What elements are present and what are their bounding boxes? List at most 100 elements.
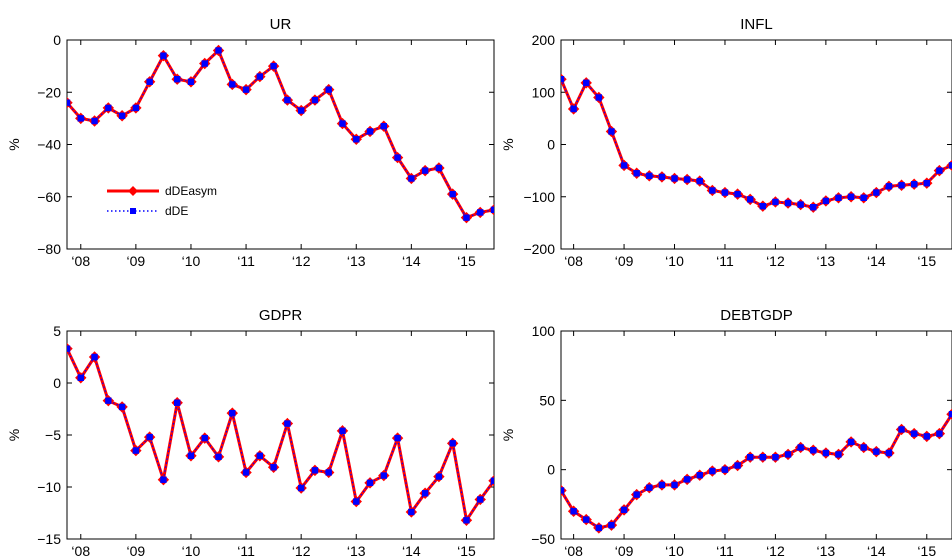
x-tick-label: ‘10 bbox=[182, 543, 201, 559]
data-point bbox=[683, 476, 691, 483]
data-point bbox=[948, 162, 952, 169]
plot-series bbox=[67, 342, 494, 526]
data-point bbox=[215, 47, 222, 54]
x-tick-label: ‘13 bbox=[817, 543, 836, 559]
data-point bbox=[394, 154, 401, 161]
series-dde bbox=[561, 411, 952, 532]
data-point bbox=[242, 86, 250, 93]
data-point bbox=[463, 517, 470, 524]
x-tick-label: ‘09 bbox=[127, 253, 146, 269]
data-point bbox=[860, 194, 867, 201]
x-tick-label: ‘10 bbox=[182, 253, 201, 269]
data-point bbox=[77, 374, 84, 381]
x-tick-label: ‘15 bbox=[457, 253, 476, 269]
data-point bbox=[146, 433, 153, 441]
y-axis-label: % bbox=[6, 138, 22, 150]
data-point bbox=[898, 426, 905, 433]
data-point bbox=[734, 462, 741, 469]
chart-panel-gdpr: GDPR% 5 0 −5 −10 −15 ‘08 ‘09 ‘10 ‘11 ‘12 ‘13 ‘14 ‘15 bbox=[6, 307, 495, 559]
plot-area bbox=[560, 330, 952, 540]
data-point bbox=[570, 508, 577, 515]
data-point bbox=[297, 107, 305, 114]
x-tick-label: ‘11 bbox=[716, 543, 734, 559]
data-point bbox=[835, 194, 842, 201]
y-tick-label: −40 bbox=[37, 137, 61, 153]
data-point bbox=[772, 453, 779, 461]
y-tick-label: −20 bbox=[37, 84, 61, 100]
series-dde bbox=[67, 345, 494, 524]
data-point bbox=[709, 187, 716, 194]
data-point bbox=[885, 183, 893, 190]
data-point bbox=[936, 430, 943, 437]
x-tick-label: ‘12 bbox=[292, 543, 311, 559]
x-tick-label: ‘14 bbox=[402, 253, 421, 269]
y-tick-label: 100 bbox=[532, 84, 556, 100]
data-point bbox=[201, 60, 208, 67]
data-point bbox=[683, 176, 691, 183]
x-tick-label: ‘14 bbox=[867, 543, 886, 559]
data-point bbox=[608, 521, 615, 529]
data-point bbox=[696, 472, 703, 479]
y-tick-label: −5 bbox=[45, 427, 61, 443]
data-point bbox=[284, 420, 291, 427]
x-tick-label: ‘12 bbox=[766, 253, 785, 269]
legend-label: dDE bbox=[165, 204, 188, 218]
data-point bbox=[353, 136, 360, 143]
x-tick-label: ‘12 bbox=[766, 543, 785, 559]
plot-area bbox=[66, 330, 495, 540]
data-point bbox=[380, 123, 388, 130]
x-tick-label: ‘11 bbox=[716, 253, 734, 269]
data-point bbox=[160, 476, 167, 483]
y-tick-label: −80 bbox=[37, 241, 61, 257]
plot-series bbox=[67, 44, 494, 224]
legend-marker bbox=[128, 186, 138, 196]
chart-panel-debtgdp: DEBTGDP% 100 50 0 −50 ‘08 ‘09 ‘10 ‘11 ‘12 ‘13 ‘14 ‘1… bbox=[500, 307, 952, 559]
data-point bbox=[187, 78, 195, 85]
data-point bbox=[746, 453, 754, 461]
data-point bbox=[797, 444, 804, 451]
data-point bbox=[435, 473, 443, 480]
data-point bbox=[570, 105, 577, 113]
plot-series bbox=[561, 73, 952, 213]
data-point bbox=[421, 167, 429, 174]
data-point bbox=[620, 506, 628, 514]
data-point bbox=[242, 469, 250, 476]
data-point bbox=[898, 182, 905, 189]
y-tick-label: −60 bbox=[37, 189, 61, 205]
y-tick-label: 5 bbox=[53, 323, 61, 339]
data-point bbox=[721, 466, 729, 473]
data-point bbox=[67, 99, 71, 106]
chart-title: DEBTGDP bbox=[720, 307, 793, 324]
x-tick-label: ‘09 bbox=[615, 253, 634, 269]
data-point bbox=[583, 79, 590, 87]
data-point bbox=[256, 452, 264, 459]
data-point bbox=[595, 524, 603, 532]
data-point bbox=[477, 209, 484, 216]
data-point bbox=[948, 411, 952, 418]
data-point bbox=[759, 202, 767, 210]
x-tick-label: ‘14 bbox=[402, 543, 421, 559]
data-point bbox=[923, 179, 930, 187]
data-point bbox=[910, 181, 918, 188]
x-tick-label: ‘09 bbox=[615, 543, 634, 559]
data-point bbox=[366, 479, 374, 487]
data-point bbox=[646, 172, 653, 180]
x-tick-label: ‘09 bbox=[127, 543, 146, 559]
data-point bbox=[696, 177, 703, 185]
data-point bbox=[270, 464, 277, 471]
x-tick-label: ‘08 bbox=[71, 253, 90, 269]
data-point bbox=[583, 516, 590, 523]
data-point bbox=[847, 438, 855, 446]
legend-marker bbox=[130, 208, 136, 214]
data-point bbox=[873, 448, 880, 455]
data-point bbox=[561, 75, 565, 83]
data-point bbox=[658, 173, 666, 181]
y-tick-label: −50 bbox=[531, 531, 555, 547]
y-tick-label: 0 bbox=[547, 462, 555, 478]
y-axis-label: % bbox=[500, 138, 516, 150]
data-point bbox=[885, 449, 893, 457]
data-point bbox=[146, 78, 153, 85]
data-point bbox=[671, 175, 678, 182]
x-tick-label: ‘10 bbox=[665, 543, 684, 559]
